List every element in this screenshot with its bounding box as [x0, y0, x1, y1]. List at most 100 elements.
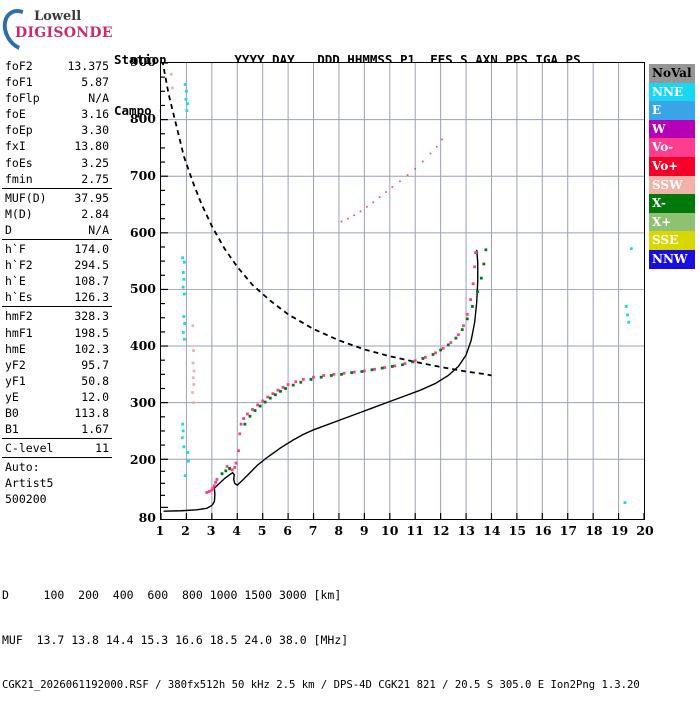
footer-info: D 100 200 400 600 800 1000 1500 3000 [km… — [2, 558, 640, 708]
data-point — [183, 83, 187, 86]
data-point — [362, 369, 366, 373]
data-point — [286, 383, 290, 386]
param-row-d: D N/A — [2, 222, 112, 238]
param-row-h-f: h`F 174.0 — [2, 241, 112, 257]
data-point — [413, 359, 417, 363]
param-value: 2.84 — [81, 206, 109, 221]
y-tick-label: 80 — [138, 510, 156, 525]
data-point — [411, 360, 415, 364]
data-point — [276, 388, 280, 392]
x-tick-label: 9 — [359, 523, 369, 538]
data-point — [462, 324, 465, 328]
data-point — [183, 322, 187, 325]
y-tick-label: 800 — [129, 110, 156, 126]
polarization-legend[interactable]: NoVal NNE E W Vo- Vo+ SSW X- X+ SSE NNW — [649, 64, 695, 269]
param-value: 328.3 — [74, 309, 109, 324]
data-point — [211, 486, 215, 490]
data-point — [623, 501, 627, 504]
data-point — [332, 372, 336, 376]
data-point — [182, 292, 186, 296]
legend-item-noval[interactable]: NoVal — [649, 64, 695, 83]
data-point — [474, 251, 477, 255]
y-axis-labels: 80 200 300 400 500 600 700 800 900 — [118, 54, 156, 525]
data-point — [181, 271, 185, 274]
data-point — [230, 468, 234, 472]
data-point — [185, 109, 189, 112]
data-point — [429, 152, 432, 155]
data-point — [239, 422, 243, 426]
param-value: 3.30 — [81, 123, 109, 138]
param-group-clevel: C-level 11 — [2, 440, 112, 456]
divider — [2, 306, 112, 308]
param-value: 12.0 — [81, 389, 109, 404]
y-tick-label: 600 — [129, 224, 156, 240]
param-row-hme: hmE 102.3 — [2, 341, 112, 357]
data-point — [401, 363, 404, 367]
ionogram-canvas[interactable] — [161, 63, 644, 519]
data-point — [274, 393, 277, 397]
legend-item-vo[interactable]: Vo+ — [649, 156, 695, 176]
data-point — [182, 260, 186, 264]
data-point — [482, 262, 486, 266]
x-tick-label: 18 — [585, 523, 603, 538]
data-point — [279, 389, 282, 393]
data-point — [182, 445, 186, 449]
y-tick-label: 400 — [129, 338, 156, 354]
data-point — [187, 459, 190, 463]
param-key: h`Es — [5, 290, 33, 305]
data-point — [441, 138, 443, 141]
param-row-h-e: h`E 108.7 — [2, 273, 112, 289]
data-point — [281, 385, 285, 389]
legend-item-nne[interactable]: NNE — [649, 82, 695, 102]
footer-muf-row: MUF 13.7 13.8 14.4 15.3 16.6 18.5 24.0 3… — [2, 633, 349, 647]
data-point — [263, 400, 267, 404]
data-point — [256, 403, 259, 407]
param-value: 3.25 — [81, 155, 109, 170]
data-point — [373, 367, 376, 371]
data-point — [234, 461, 238, 465]
data-point — [215, 478, 219, 481]
data-point — [207, 490, 211, 493]
legend-item-vo[interactable]: Vo- — [649, 138, 695, 157]
param-value: 198.5 — [74, 325, 109, 340]
data-point — [457, 333, 460, 337]
data-point — [366, 205, 368, 208]
ionogram-plot[interactable] — [160, 62, 645, 520]
data-point — [225, 465, 229, 468]
param-value: 2.75 — [81, 171, 109, 186]
series-x-trace-x — [220, 248, 488, 476]
data-point — [342, 371, 346, 375]
param-row-b0: B0 113.8 — [2, 405, 112, 421]
legend-item-ssw[interactable]: SSW — [649, 175, 695, 195]
data-point — [169, 72, 173, 76]
param-key: hmF2 — [5, 309, 33, 324]
data-point — [473, 265, 477, 269]
legend-item-x[interactable]: X- — [649, 194, 695, 213]
param-key: h`F2 — [5, 258, 33, 273]
param-value: 294.5 — [74, 258, 109, 273]
param-row-hmf2: hmF2 328.3 — [2, 308, 112, 324]
param-key: B1 — [5, 422, 19, 437]
legend-item-nnw[interactable]: NNW — [649, 249, 695, 269]
param-row-fof2: foF2 13.375 — [2, 58, 112, 74]
param-group-profile: hmF2 328.3 hmF1 198.5 hmE 102.3 yF2 95.7 yF1 50.8… — [2, 308, 112, 437]
param-value: N/A — [88, 91, 109, 106]
x-axis-labels: 1 2 3 4 5 6 7 8 9 10 11 12 13 14 15 16 17 18 19 20 — [156, 523, 654, 543]
auto-line: Artist5 — [5, 476, 54, 491]
data-point — [251, 408, 254, 411]
data-point — [192, 349, 195, 352]
legend-item-x[interactable]: X+ — [649, 212, 695, 232]
legend-item-sse[interactable]: SSE — [649, 231, 695, 250]
data-point — [261, 399, 265, 403]
param-value: 11 — [95, 441, 109, 456]
data-point — [243, 422, 247, 426]
x-tick-label: 10 — [381, 523, 399, 538]
y-tick-label: 500 — [129, 281, 156, 297]
data-point — [423, 355, 427, 359]
legend-item-e[interactable]: E — [649, 101, 695, 120]
legend-item-w[interactable]: W — [649, 119, 695, 139]
divider — [2, 239, 112, 241]
param-key: foF2 — [5, 59, 33, 73]
data-point — [340, 220, 343, 223]
y-tick-label: 200 — [129, 452, 156, 467]
